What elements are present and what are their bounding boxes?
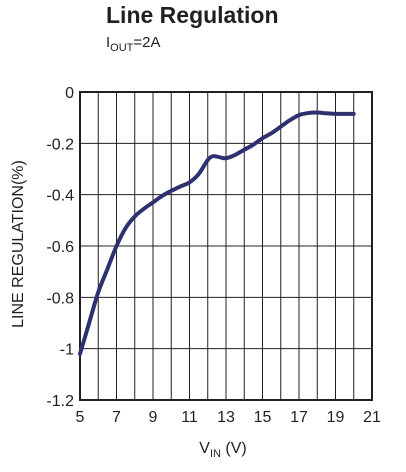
y-tick-label: 0 <box>65 85 74 102</box>
subtitle-base: I <box>106 34 111 51</box>
y-tick-labels: 0 -0.2 -0.4 -0.6 -0.8 -1 -1.2 <box>46 85 74 410</box>
xlabel-subscript: IN <box>209 448 221 460</box>
x-tick-label: 11 <box>181 409 198 426</box>
x-tick-label: 19 <box>327 409 345 426</box>
x-tick-label: 21 <box>363 409 381 426</box>
y-tick-label: -1 <box>60 342 74 359</box>
subtitle-rest: =2A <box>133 34 161 51</box>
y-tick-label: -0.8 <box>46 290 74 307</box>
x-tick-label: 5 <box>76 409 85 426</box>
x-tick-label: 15 <box>254 409 272 426</box>
x-axis-label: VIN (V) <box>0 440 406 460</box>
plot-frame <box>79 91 373 401</box>
y-tick-label: -0.4 <box>46 188 74 205</box>
y-tick-label: -1.2 <box>46 393 74 410</box>
grid <box>79 91 373 401</box>
x-tick-label: 9 <box>149 409 158 426</box>
x-tick-label: 7 <box>112 409 121 426</box>
series-line <box>78 110 356 356</box>
chart-title: Line Regulation <box>106 2 279 28</box>
chart-subtitle: IOUT=2A <box>106 34 161 54</box>
x-tick-label: 13 <box>217 409 235 426</box>
x-tick-label: 17 <box>290 409 308 426</box>
subtitle-subscript: OUT <box>110 42 134 54</box>
y-tick-label: -0.2 <box>46 136 74 153</box>
y-axis-label-text: LINE REGULATION(%) <box>10 160 27 328</box>
xlabel-rest: (V) <box>220 440 247 457</box>
xlabel-base: V <box>199 440 210 457</box>
y-tick-label: -0.6 <box>46 239 74 256</box>
x-tick-labels: 5 7 9 11 13 15 17 19 21 <box>76 409 381 426</box>
